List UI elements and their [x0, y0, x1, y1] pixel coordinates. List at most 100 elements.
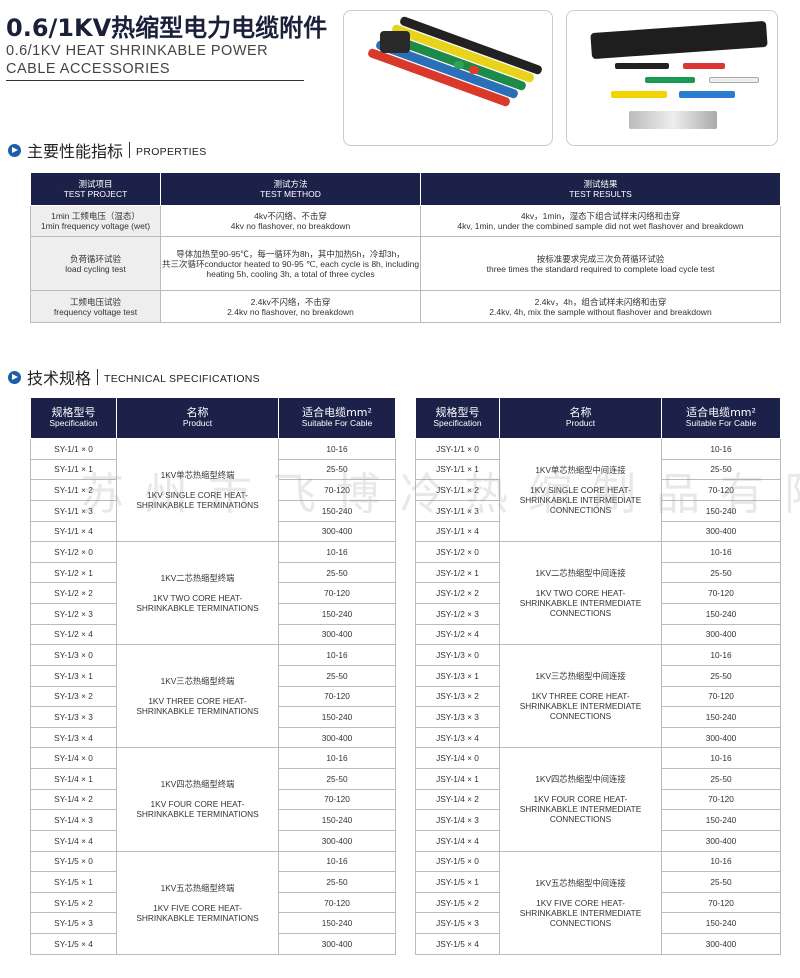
cable-size: 10-16	[661, 644, 781, 666]
cable-size: 10-16	[661, 850, 781, 873]
title-divider	[6, 80, 304, 81]
spec-model: JSY-1/1 × 1	[415, 458, 500, 481]
spec-model: SY-1/1 × 3	[30, 499, 117, 522]
table-row: JSY-1/4 × 3 150-240	[415, 809, 781, 831]
arrow-bullet-icon	[8, 370, 21, 384]
spec-model: SY-1/3 × 4	[30, 726, 117, 749]
product-name-en: 1KV TWO CORE HEAT-SHRINKABKLE TERMINATIO…	[136, 593, 259, 614]
cable-size: 300-400	[278, 726, 396, 749]
product-name-en: 1KV SINGLE CORE HEAT-SHRINKABKLE TERMINA…	[136, 490, 259, 511]
properties-header-row: 测试项目 TEST PROJECT 测试方法 TEST METHOD 测试结果 TES…	[30, 172, 781, 206]
cable-size: 300-400	[661, 829, 781, 852]
cable-size: 150-240	[278, 809, 396, 831]
cable-size: 70-120	[278, 582, 396, 604]
spec-table-terminations: 规格型号 Specification 名称 Product 适合电缆mm² Suitabl…	[30, 397, 396, 955]
spec-model: SY-1/5 × 3	[30, 912, 117, 934]
header-en: Product	[565, 418, 596, 428]
table-row: SY-1/2 × 0 1KV二芯热缩型终端 1KV TWO CORE HEAT-SH…	[30, 541, 396, 646]
cable-size: 150-240	[278, 499, 396, 522]
spec-model: SY-1/4 × 1	[30, 768, 117, 790]
header-cn: 名称	[569, 406, 592, 419]
table-row: JSY-1/5 × 1 25-50	[415, 871, 781, 893]
cable-size: 10-16	[278, 850, 396, 873]
spec-model: SY-1/2 × 3	[30, 603, 117, 625]
spec-model: SY-1/1 × 1	[30, 458, 117, 481]
header-product: 名称 Product	[116, 397, 279, 439]
product-name: 1KV二芯热缩型终端 1KV TWO CORE HEAT-SHRINKABKLE …	[116, 541, 279, 646]
spec-header-row: 规格型号 Specification 名称 Product 适合电缆mm² Suitabl…	[415, 397, 781, 439]
cable-size: 25-50	[661, 458, 781, 481]
spec-model: SY-1/3 × 1	[30, 664, 117, 687]
product-name-cn: 1KV四芯热缩型中间连接	[535, 774, 626, 785]
divider	[97, 369, 99, 385]
spec-model: JSY-1/2 × 4	[415, 623, 500, 646]
cable-size: 70-120	[661, 479, 781, 501]
table-row: SY-1/2 × 2 70-120	[30, 582, 396, 604]
test-project: 工频电压试验 frequency voltage test	[30, 290, 161, 323]
table-row: JSY-1/4 × 2 70-120	[415, 788, 781, 811]
product-name: 1KV三芯热缩型终端 1KV THREE CORE HEAT-SHRINKABKL…	[116, 644, 279, 749]
spec-model: SY-1/4 × 0	[30, 747, 117, 769]
spec-model: JSY-1/4 × 3	[415, 809, 500, 831]
spec-model: SY-1/2 × 2	[30, 582, 117, 604]
table-row: JSY-1/2 × 1 25-50	[415, 561, 781, 584]
table-row: SY-1/5 × 0 1KV五芯热缩型终端 1KV FIVE CORE HEAT-S…	[30, 850, 396, 955]
table-row: SY-1/3 × 1 25-50	[30, 664, 396, 687]
table-row: JSY-1/3 × 1 25-50	[415, 664, 781, 687]
cable-size: 300-400	[661, 726, 781, 749]
table-row: SY-1/3 × 2 70-120	[30, 685, 396, 708]
cable-size: 10-16	[661, 747, 781, 769]
product-name-en: 1KV FIVE CORE HEAT-SHRINKABKLE TERMINATI…	[136, 902, 259, 923]
cable-size: 300-400	[278, 829, 396, 852]
cable-size: 10-16	[278, 438, 396, 460]
section-heading-properties: 主要性能指标 PROPERTIES	[8, 138, 207, 162]
table-row: 工频电压试验 frequency voltage test 2.4kv不闪络，不击…	[30, 290, 781, 323]
cable-size: 70-120	[278, 891, 396, 914]
cable-size: 10-16	[661, 541, 781, 563]
spec-model: JSY-1/1 × 3	[415, 499, 500, 522]
cable-size: 70-120	[661, 685, 781, 708]
product-name-en: 1KV FOUR CORE HEAT-SHRINKABKLE TERMINATI…	[136, 799, 259, 820]
table-row: SY-1/4 × 4 300-400	[30, 829, 396, 852]
cable-size: 150-240	[661, 809, 781, 831]
header-specification: 规格型号 Specification	[30, 397, 117, 439]
cable-size: 150-240	[661, 603, 781, 625]
cable-size: 10-16	[278, 644, 396, 666]
table-row: JSY-1/3 × 3 150-240	[415, 706, 781, 728]
spec-model: SY-1/2 × 1	[30, 561, 117, 584]
product-name-cn: 1KV四芯热缩型终端	[160, 779, 235, 790]
cable-size: 10-16	[661, 438, 781, 460]
cable-size: 70-120	[661, 788, 781, 811]
header-cn: 规格型号	[51, 406, 96, 419]
product-name: 1KV三芯热缩型中间连接 1KV THREE CORE HEAT-SHRINKAB…	[499, 644, 662, 749]
section-title-en: TECHNICAL SPECIFICATIONS	[104, 373, 260, 385]
spec-model: SY-1/1 × 2	[30, 479, 117, 501]
product-photo-tubes	[566, 10, 778, 146]
product-name: 1KV二芯热缩型中间连接 1KV TWO CORE HEAT-SHRINKABKL…	[499, 541, 662, 646]
header-test-method: 测试方法 TEST METHOD	[160, 172, 421, 206]
spec-model: SY-1/3 × 2	[30, 685, 117, 708]
section-title-cn: 主要性能指标	[27, 142, 124, 161]
header-cn: 规格型号	[435, 406, 480, 419]
cable-size: 150-240	[278, 603, 396, 625]
cable-size: 150-240	[661, 499, 781, 522]
arrow-bullet-icon	[8, 143, 21, 157]
table-row: SY-1/1 × 2 70-120	[30, 479, 396, 501]
table-row: 负荷循环试验 load cycling test 导体加热至90-95℃，每一循环…	[30, 236, 781, 291]
product-photo-kit	[343, 10, 553, 146]
header-product: 名称 Product	[499, 397, 662, 439]
table-row: JSY-1/2 × 0 1KV二芯热缩型中间连接 1KV TWO CORE HEAT…	[415, 541, 781, 646]
table-row: SY-1/1 × 3 150-240	[30, 499, 396, 522]
spec-model: SY-1/4 × 2	[30, 788, 117, 811]
product-name-cn: 1KV二芯热缩型中间连接	[535, 568, 626, 579]
table-row: SY-1/2 × 4 300-400	[30, 623, 396, 646]
header-suitable-cable: 适合电缆mm² Suitable For Cable	[278, 397, 396, 439]
cable-size: 300-400	[661, 933, 781, 955]
spec-model: SY-1/2 × 0	[30, 541, 117, 563]
section-title-en: PROPERTIES	[136, 146, 207, 158]
spec-model: JSY-1/5 × 3	[415, 912, 500, 934]
spec-model: JSY-1/2 × 0	[415, 541, 500, 563]
spec-model: SY-1/1 × 4	[30, 520, 117, 543]
page-subtitle: 0.6/1KV HEAT SHRINKABLE POWER CABLE ACCE…	[6, 43, 269, 77]
cable-size: 25-50	[278, 768, 396, 790]
